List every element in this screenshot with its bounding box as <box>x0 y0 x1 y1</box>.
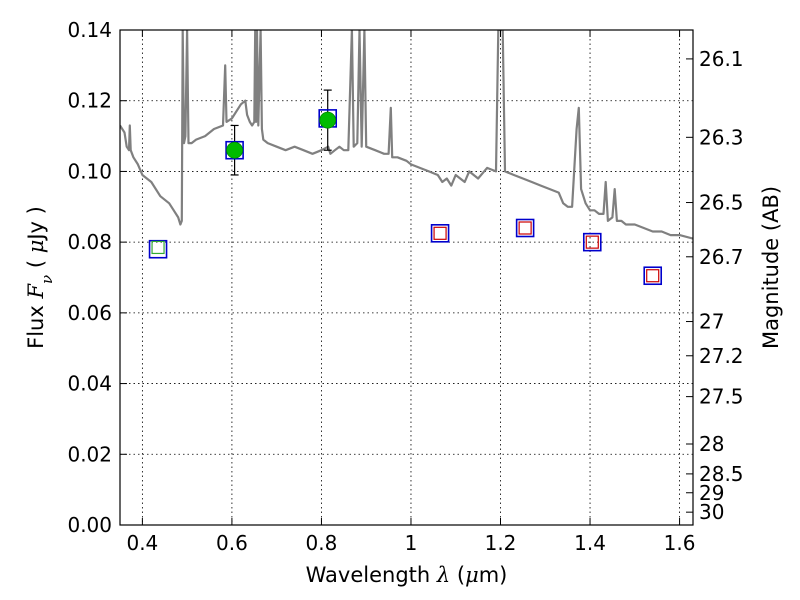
grid-lines <box>120 29 693 526</box>
x-axis-label: Wavelength λ (μm) <box>306 563 508 587</box>
observed-point <box>226 141 244 159</box>
x-tick-label: 0.8 <box>306 531 338 555</box>
x-tick-label: 0.6 <box>216 531 248 555</box>
model-blue-square <box>643 266 663 286</box>
y2-tick-label: 30 <box>699 500 724 524</box>
y2-tick-label: 26.1 <box>699 47 744 71</box>
y-tick-label: 0.06 <box>67 301 112 325</box>
y-tick-label: 0.00 <box>67 513 112 537</box>
y-tick-label: 0.14 <box>67 18 112 42</box>
model-blue-square <box>148 239 168 259</box>
y2-tick-label: 28 <box>699 432 724 456</box>
data-points <box>148 89 663 286</box>
y-tick-label: 0.04 <box>67 372 112 396</box>
model-blue-square <box>582 232 602 252</box>
model-blue-square <box>225 140 244 160</box>
y2-tick-label: 28.5 <box>699 462 744 486</box>
y2-axis-label: Magnitude (AB) <box>759 186 783 349</box>
y2-tick-label: 26.7 <box>699 245 744 269</box>
y-tick-label: 0.12 <box>67 89 112 113</box>
axis-ticks: 0.4 0.6 0.8 1 1.2 1.4 1.6 0.00 0.02 0.04 0.06 0.08 0… <box>67 18 743 555</box>
model-spectrum <box>120 30 693 240</box>
x-tick-label: 1.2 <box>485 531 517 555</box>
y-axis-label: Flux Fν ( μJy ) <box>24 206 56 349</box>
model-red-square <box>433 226 447 240</box>
x-tick-label: 1.6 <box>664 531 696 555</box>
x-tick-label: 0.4 <box>126 531 158 555</box>
y2-tick-label: 27 <box>699 310 724 334</box>
y-tick-label: 0.10 <box>67 159 112 183</box>
y2-tick-label: 27.5 <box>699 385 744 409</box>
y2-tick-label: 29 <box>699 481 724 505</box>
x-tick-label: 1 <box>405 531 418 555</box>
model-blue-square <box>430 224 450 243</box>
model-blue-square <box>515 218 535 238</box>
y2-tick-label: 26.5 <box>699 191 744 215</box>
model-red-square <box>585 235 599 249</box>
spectrum-line <box>120 30 693 240</box>
y2-tick-label: 26.3 <box>699 125 744 149</box>
y-tick-label: 0.08 <box>67 230 112 254</box>
model-red-square <box>518 221 532 235</box>
model-green-square <box>151 240 165 255</box>
observed-point <box>319 111 337 129</box>
y-tick-label: 0.02 <box>67 442 112 466</box>
model-red-square <box>646 269 660 283</box>
plot-frame <box>119 29 694 526</box>
x-tick-label: 1.4 <box>574 531 606 555</box>
y2-tick-label: 27.2 <box>699 344 744 368</box>
